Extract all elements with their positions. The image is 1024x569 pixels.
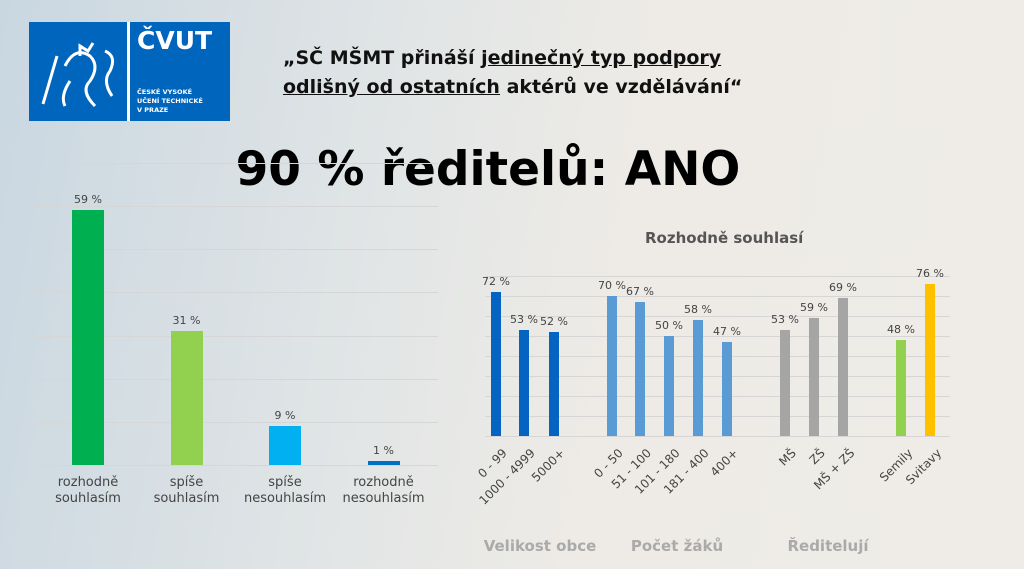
data-label: 59 %	[74, 193, 102, 207]
gridline	[485, 276, 950, 277]
logo-sub-line: UČENÍ TECHNICKÉ	[137, 97, 203, 105]
gridline	[485, 396, 950, 397]
lion-emblem-icon	[41, 42, 115, 108]
bar	[722, 342, 732, 436]
logo-sub-line: ČESKÉ VYSOKÉ	[137, 88, 193, 96]
bar	[549, 332, 559, 436]
category-label: 400+	[707, 446, 741, 480]
bar	[269, 426, 301, 465]
quote-part: jedinečný typ podpory	[481, 47, 722, 69]
group-label: Počet žáků	[630, 537, 724, 555]
quote-part: aktérů ve vzdělávání“	[499, 76, 743, 98]
bar	[925, 284, 935, 436]
gridline	[485, 296, 950, 297]
bar	[607, 296, 617, 436]
bar	[693, 320, 703, 436]
quote-part: odlišný od ostatních	[283, 76, 500, 98]
data-label: 58 %	[684, 303, 712, 316]
gridline	[36, 465, 438, 466]
data-label: 53 %	[510, 313, 538, 326]
data-label: 69 %	[829, 281, 857, 294]
bar	[635, 302, 645, 436]
data-label: 67 %	[626, 285, 654, 298]
data-label: 50 %	[655, 319, 683, 332]
gridline	[485, 316, 950, 317]
data-label: 48 %	[887, 323, 915, 336]
gridline	[485, 376, 950, 377]
category-label: 5000+	[529, 446, 568, 485]
quote-part: „SČ MŠMT přináší	[283, 47, 482, 69]
bar	[780, 330, 790, 436]
bar	[170, 331, 203, 465]
data-label: 31 %	[172, 314, 201, 328]
bar	[664, 336, 674, 436]
bar	[491, 292, 501, 436]
gridline	[36, 163, 438, 164]
category-label: spíše nesouhlasím	[243, 475, 327, 506]
bar	[72, 210, 104, 465]
group-label: Ředitelují	[787, 537, 869, 555]
bar	[896, 340, 906, 436]
gridline	[36, 249, 438, 251]
data-label: 72 %	[482, 275, 510, 288]
logo-divider	[127, 22, 130, 121]
data-label: 76 %	[916, 267, 944, 280]
gridline	[36, 335, 438, 337]
bar	[519, 330, 529, 436]
category-label: rozhodně souhlasím	[55, 475, 121, 506]
gridline	[485, 336, 950, 337]
cvut-logo: ČVUT ČESKÉ VYSOKÉ UČENÍ TECHNICKÉ V PRAZ…	[29, 22, 230, 121]
gridline	[485, 356, 950, 357]
data-label: 1 %	[373, 443, 394, 457]
gridline	[485, 416, 950, 417]
gridline	[36, 378, 438, 380]
gridline	[36, 206, 438, 208]
logo-subtitle: ČESKÉ VYSOKÉ UČENÍ TECHNICKÉ V PRAZE	[137, 88, 227, 115]
data-label: 70 %	[598, 279, 626, 292]
data-label: 52 %	[540, 315, 568, 328]
bar	[809, 318, 819, 436]
data-label: 59 %	[800, 301, 828, 314]
category-label: ZŠ	[806, 446, 828, 468]
category-label: MŠ	[776, 446, 799, 469]
category-label: rozhodně nesouhlasím	[342, 475, 425, 506]
data-label: 47 %	[713, 325, 741, 338]
logo-sub-line: V PRAZE	[137, 106, 169, 114]
bar	[838, 298, 848, 436]
logo-name: ČVUT	[137, 26, 213, 55]
quote: „SČ MŠMT přináší jedinečný typ podpory o…	[283, 44, 742, 102]
category-label: spíše souhlasím	[153, 475, 220, 506]
gridline	[36, 421, 438, 423]
bar	[367, 460, 400, 465]
gridline	[485, 436, 950, 437]
group-label: Velikost obce	[483, 537, 597, 555]
gridline	[36, 292, 438, 294]
data-label: 9 %	[274, 409, 296, 423]
right-chart-title: Rozhodně souhlasí	[645, 229, 804, 247]
headline: 90 % ředitelů: ANO	[235, 142, 741, 197]
data-label: 53 %	[771, 313, 799, 326]
